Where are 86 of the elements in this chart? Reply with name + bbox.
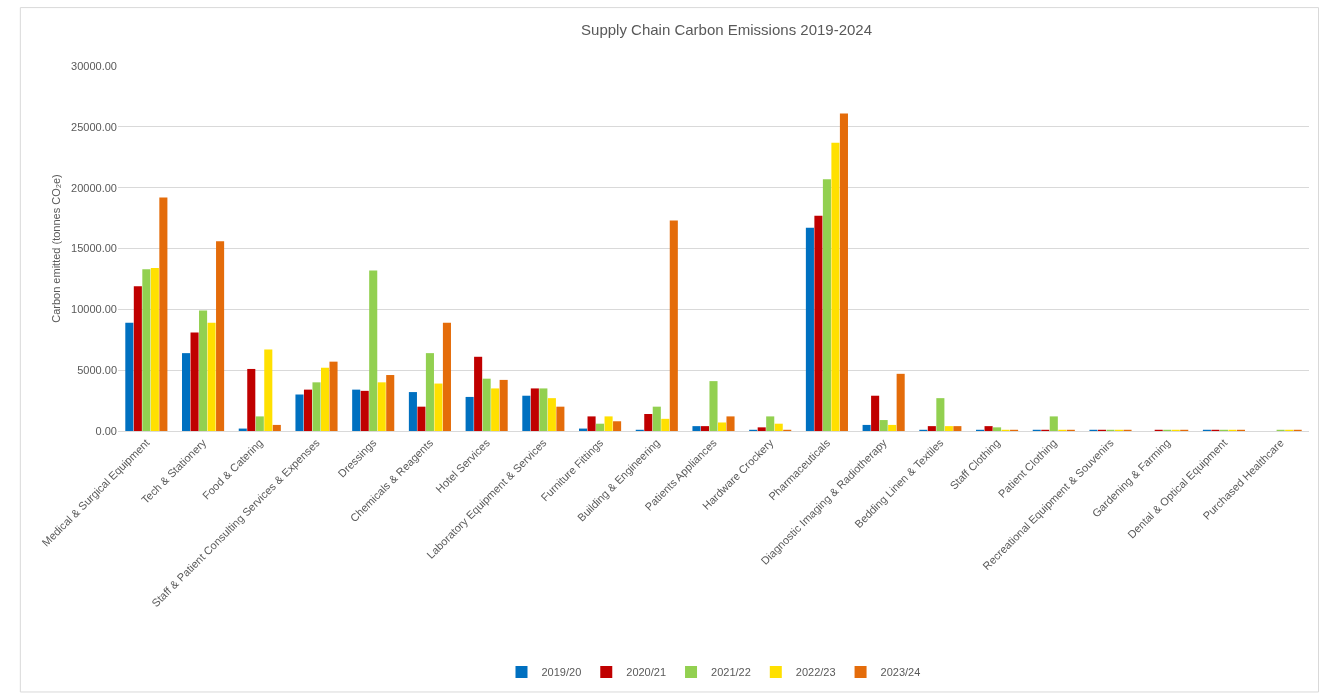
bar xyxy=(272,424,281,431)
bar xyxy=(142,269,151,431)
bar xyxy=(774,423,783,431)
bar xyxy=(839,113,848,431)
y-tick-label: 20000.00 xyxy=(71,181,117,194)
bar xyxy=(295,394,304,431)
bar xyxy=(329,361,338,431)
bar xyxy=(944,426,953,431)
bar xyxy=(700,426,710,431)
bar xyxy=(133,286,142,431)
bar xyxy=(125,322,134,431)
bar xyxy=(547,398,556,431)
bar xyxy=(644,413,653,431)
bar xyxy=(539,388,548,431)
legend-label: 2023/24 xyxy=(880,666,921,679)
legend-label: 2020/21 xyxy=(626,666,667,679)
bar xyxy=(556,406,565,431)
bar xyxy=(199,310,208,431)
bar xyxy=(814,215,823,431)
bar xyxy=(482,378,491,431)
bar xyxy=(417,406,426,431)
bar xyxy=(190,332,199,431)
bar xyxy=(993,427,1002,431)
bar xyxy=(879,420,888,431)
bar xyxy=(613,421,622,431)
bar xyxy=(264,349,273,431)
bar xyxy=(442,322,451,431)
bar xyxy=(831,142,840,431)
bar xyxy=(408,392,417,431)
bar xyxy=(709,381,718,431)
bar xyxy=(652,406,661,431)
bar xyxy=(766,416,775,431)
bar xyxy=(207,322,216,431)
bar xyxy=(871,395,880,431)
bar xyxy=(936,398,945,431)
bar xyxy=(360,390,369,431)
bar xyxy=(953,426,962,431)
bar xyxy=(320,367,330,431)
y-tick-label: 10000.00 xyxy=(71,303,117,316)
bar xyxy=(434,383,443,431)
legend-label: 2021/22 xyxy=(711,666,751,679)
y-axis-title: Carbon emitted (tonnes CO₂e) xyxy=(49,174,62,323)
y-tick-label: 30000.00 xyxy=(71,59,117,72)
bar xyxy=(377,382,386,431)
bar xyxy=(822,179,831,431)
bar xyxy=(465,396,474,431)
bar xyxy=(587,416,596,431)
bar xyxy=(530,388,539,431)
bar xyxy=(661,418,670,431)
bar xyxy=(805,227,814,431)
bar xyxy=(757,427,766,431)
bar xyxy=(182,353,191,431)
bar xyxy=(604,416,613,431)
bar xyxy=(726,416,735,431)
legend-label: 2019/20 xyxy=(541,666,582,679)
bar xyxy=(247,368,256,431)
bar xyxy=(1049,416,1058,431)
y-tick-label: 15000.00 xyxy=(71,242,117,255)
bar xyxy=(862,424,871,431)
bar xyxy=(369,270,378,431)
bar xyxy=(596,423,605,431)
bar xyxy=(927,426,936,431)
bar xyxy=(522,395,531,431)
y-tick-label: 25000.00 xyxy=(71,120,117,133)
bar xyxy=(491,388,500,431)
y-tick-label: 0.00 xyxy=(95,424,117,437)
bar xyxy=(312,382,321,431)
bar xyxy=(692,426,701,431)
bar xyxy=(386,375,395,431)
bar xyxy=(499,379,508,431)
bar xyxy=(425,353,434,431)
bar xyxy=(150,267,159,431)
bar xyxy=(888,424,897,431)
bar xyxy=(896,373,905,431)
bar xyxy=(984,426,993,431)
bar xyxy=(669,220,678,431)
bar xyxy=(352,389,361,431)
bar xyxy=(216,241,225,431)
chart-title: Supply Chain Carbon Emissions 2019-2024 xyxy=(581,20,873,38)
bar xyxy=(474,356,483,431)
bar xyxy=(717,422,727,431)
bar xyxy=(159,197,168,431)
bar xyxy=(303,389,313,431)
legend-label: 2022/23 xyxy=(795,666,836,679)
bar xyxy=(255,416,264,431)
y-tick-label: 5000.00 xyxy=(77,364,117,377)
